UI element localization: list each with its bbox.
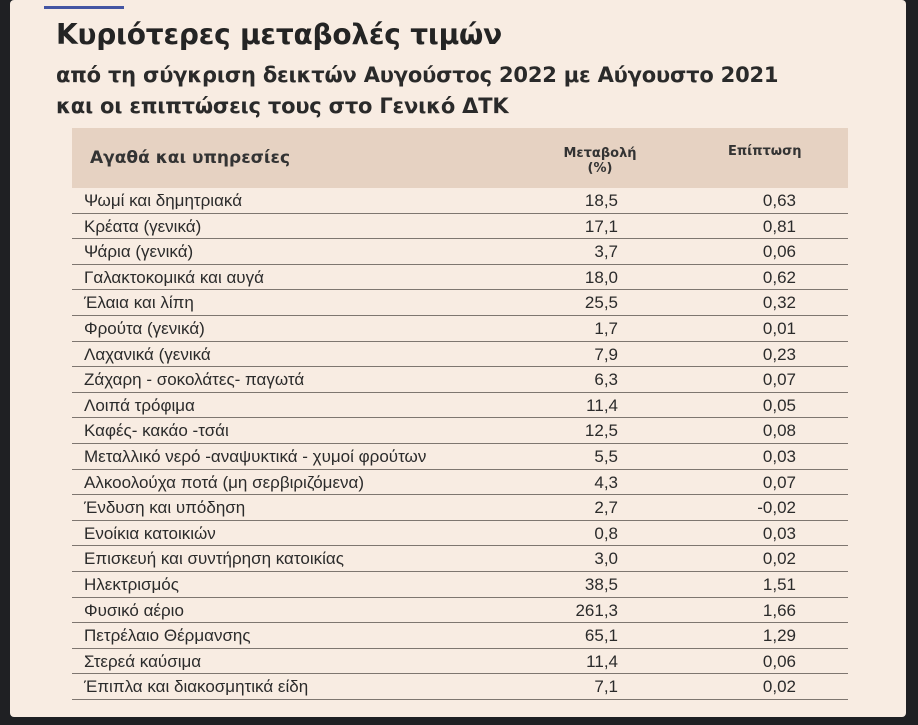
table-row: Γαλακτοκομικά και αυγά 18,0 0,62 [72,265,848,291]
row-goods-name: Έπιπλα και διακοσμητικά είδη [84,677,309,697]
row-goods-name: Φρούτα (γενικά) [84,318,205,338]
column-header-impact: Επίπτωση [728,144,802,159]
accent-line [44,6,124,9]
table-row: Καφές- κακάο -τσάι 12,5 0,08 [72,418,848,444]
table-row: Πετρέλαιο Θέρμανσης 65,1 1,29 [72,623,848,649]
row-impact-value: 0,08 [762,421,796,441]
row-goods-name: Μεταλλικό νερό -αναψυκτικά - χυμοί φρούτ… [84,446,427,466]
row-impact-value: 0,81 [762,216,796,236]
row-goods-name: Ένδυση και υπόδηση [84,498,246,518]
document-frame: Κυριότερες μεταβολές τιμών από τη σύγκρι… [10,0,906,717]
row-impact-value: 0,06 [762,242,796,262]
table-row: Στερεά καύσιμα 11,4 0,06 [72,649,848,675]
row-change-value: 17,1 [584,216,618,236]
row-change-value: 1,7 [594,318,618,338]
page-subtitle-line1: από τη σύγκριση δεικτών Αυγούστος 2022 μ… [56,63,779,87]
row-goods-name: Αλκοολούχα ποτά (μη σερβιριζόμενα) [84,472,365,492]
row-goods-name: Έλαια και λίπη [84,293,194,313]
row-goods-name: Γαλακτοκομικά και αυγά [84,267,264,287]
row-change-value: 5,5 [594,446,618,466]
row-impact-value: 0,07 [762,472,796,492]
row-change-value: 25,5 [584,293,618,313]
row-goods-name: Ζάχαρη - σοκολάτες- παγωτά [84,370,305,390]
row-impact-value: 0,07 [762,370,796,390]
row-goods-name: Λοιπά τρόφιμα [84,395,195,415]
row-change-value: 12,5 [584,421,618,441]
table-row: Ένδυση και υπόδηση 2,7 -0,02 [72,495,848,521]
row-change-value: 11,4 [586,651,618,671]
row-goods-name: Ενοίκια κατοικιών [84,523,216,543]
price-changes-table: Αγαθά και υπηρεσίες Μεταβολή (%) Επίπτωσ… [72,128,848,700]
row-change-value: 38,5 [584,574,618,594]
table-row: Λοιπά τρόφιμα 11,4 0,05 [72,393,848,419]
row-impact-value: 1,51 [762,574,796,594]
row-impact-value: 0,63 [762,191,796,210]
row-goods-name: Ψάρια (γενικά) [84,242,194,262]
table-row: Έλαια και λίπη 25,5 0,32 [72,290,848,316]
row-change-value: 7,1 [594,677,618,697]
row-change-value: 11,4 [586,395,618,415]
row-change-value: 2,7 [594,498,618,518]
row-impact-value: 0,02 [762,549,796,569]
table-row: Ψάρια (γενικά) 3,7 0,06 [72,239,848,265]
column-header-change-line2: (%) [587,161,613,176]
row-goods-name: Ηλεκτρισμός [84,574,179,594]
table-row: Ψωμί και δημητριακά 18,5 0,63 [72,188,848,214]
row-change-value: 18,5 [584,191,618,210]
row-impact-value: 0,05 [762,395,796,415]
row-impact-value: 0,01 [762,318,796,338]
row-change-value: 261,3 [575,600,618,620]
row-impact-value: 1,29 [762,626,796,646]
table-row: Ηλεκτρισμός 38,5 1,51 [72,572,848,598]
column-header-goods: Αγαθά και υπηρεσίες [90,148,291,168]
row-impact-value: 0,32 [762,293,796,313]
row-goods-name: Στερεά καύσιμα [84,651,202,671]
table-row: Κρέατα (γενικά) 17,1 0,81 [72,214,848,240]
row-impact-value: -0,02 [757,498,796,518]
page-title: Κυριότερες μεταβολές τιμών [56,18,503,51]
row-change-value: 4,3 [594,472,618,492]
table-row: Λαχανικά (γενικά 7,9 0,23 [72,342,848,368]
row-goods-name: Φυσικό αέριο [84,600,184,620]
table-row: Έπιπλα και διακοσμητικά είδη 7,1 0,02 [72,674,848,700]
row-change-value: 3,0 [594,549,618,569]
row-impact-value: 0,03 [762,523,796,543]
row-change-value: 0,8 [594,523,618,543]
row-change-value: 3,7 [594,242,618,262]
table-row: Μεταλλικό νερό -αναψυκτικά - χυμοί φρούτ… [72,444,848,470]
table-header: Αγαθά και υπηρεσίες Μεταβολή (%) Επίπτωσ… [72,128,848,188]
row-change-value: 6,3 [594,370,618,390]
row-change-value: 7,9 [594,344,618,364]
row-goods-name: Λαχανικά (γενικά [84,344,211,364]
table-row: Φρούτα (γενικά) 1,7 0,01 [72,316,848,342]
table-row: Επισκευή και συντήρηση κατοικίας 3,0 0,02 [72,546,848,572]
row-impact-value: 0,23 [762,344,796,364]
table-row: Φυσικό αέριο 261,3 1,66 [72,598,848,624]
row-goods-name: Κρέατα (γενικά) [84,216,202,236]
row-impact-value: 0,03 [762,446,796,466]
row-goods-name: Πετρέλαιο Θέρμανσης [84,626,251,646]
row-impact-value: 0,62 [762,267,796,287]
row-impact-value: 1,66 [762,600,796,620]
table-row: Ζάχαρη - σοκολάτες- παγωτά 6,3 0,07 [72,367,848,393]
row-impact-value: 0,02 [762,677,796,697]
row-change-value: 18,0 [584,267,618,287]
row-goods-name: Καφές- κακάο -τσάι [84,421,229,441]
row-change-value: 65,1 [584,626,618,646]
row-goods-name: Ψωμί και δημητριακά [84,191,243,210]
column-header-change-line1: Μεταβολή [563,146,637,161]
table-body: Ψωμί και δημητριακά 18,5 0,63 Κρέατα (γενικ… [72,188,848,700]
row-goods-name: Επισκευή και συντήρηση κατοικίας [84,549,344,569]
column-header-change: Μεταβολή (%) [554,146,646,176]
page-subtitle-line2: και οι επιπτώσεις τους στο Γενικό ΔΤΚ [56,94,509,118]
table-row: Ενοίκια κατοικιών 0,8 0,03 [72,521,848,547]
row-impact-value: 0,06 [762,651,796,671]
table-row: Αλκοολούχα ποτά (μη σερβιριζόμενα) 4,3 0,0… [72,470,848,496]
